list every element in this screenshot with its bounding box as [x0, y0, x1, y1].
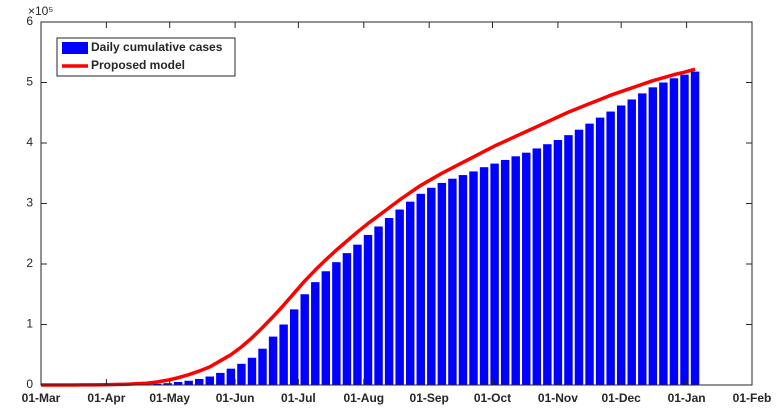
bar — [152, 383, 162, 385]
x-tick-label: 01-Dec — [602, 391, 642, 405]
legend-label: Daily cumulative cases — [91, 40, 223, 54]
bar — [300, 294, 309, 385]
y-tick-label: 2 — [26, 256, 33, 270]
bar — [638, 93, 647, 385]
bar — [342, 253, 352, 385]
bar — [226, 368, 236, 385]
y-tick-label: 1 — [26, 317, 33, 331]
bar — [184, 380, 193, 385]
bar — [553, 139, 563, 385]
bar — [448, 178, 457, 385]
bar — [332, 262, 341, 385]
bar — [659, 82, 668, 385]
bar — [416, 193, 425, 385]
bar — [384, 218, 394, 385]
y-tick-label: 6 — [26, 14, 33, 28]
bar — [321, 271, 331, 385]
y-tick-label: 0 — [26, 377, 33, 391]
bar — [216, 372, 225, 385]
bar — [469, 171, 478, 385]
bar — [205, 376, 215, 385]
bar — [648, 87, 658, 385]
bar — [237, 363, 246, 385]
bar — [595, 117, 605, 385]
legend-label: Proposed model — [91, 58, 185, 72]
x-tick-label: 01-Jan — [668, 391, 706, 405]
x-tick-label: 01-Aug — [343, 391, 384, 405]
bar — [458, 175, 468, 385]
bar — [616, 105, 626, 386]
bar — [311, 282, 320, 385]
y-tick-label: 5 — [26, 75, 33, 89]
bar — [627, 99, 636, 385]
bar — [437, 182, 447, 385]
bar — [543, 144, 552, 385]
bar — [511, 156, 520, 385]
bar — [279, 324, 288, 385]
x-tick-label: 01-Oct — [474, 391, 511, 405]
bar — [405, 201, 415, 385]
x-tick-label: 01-Feb — [733, 391, 772, 405]
bar — [374, 226, 383, 385]
bar — [247, 357, 257, 385]
model-line — [41, 67, 696, 387]
bar — [574, 129, 584, 385]
bar — [606, 111, 615, 385]
bar — [173, 381, 183, 385]
legend-swatch — [62, 42, 88, 54]
bar — [353, 244, 362, 385]
bar — [268, 336, 278, 385]
bar — [690, 71, 700, 386]
bar — [564, 135, 573, 385]
bar — [163, 383, 172, 385]
bar — [427, 187, 436, 385]
bar — [289, 309, 299, 385]
x-tick-label: 01-Jun — [216, 391, 255, 405]
x-tick-label: 01-Jul — [281, 391, 316, 405]
bar — [680, 74, 689, 385]
bar — [258, 348, 267, 385]
bar — [195, 378, 204, 385]
bar — [522, 152, 531, 385]
x-tick-label: 01-Nov — [538, 391, 578, 405]
y-exponent: ×10⁵ — [28, 4, 53, 18]
bar — [363, 234, 373, 385]
bar — [585, 123, 594, 385]
bar — [479, 167, 489, 385]
bar — [395, 209, 404, 385]
bar — [669, 78, 679, 385]
x-tick-label: 01-Mar — [22, 391, 61, 405]
x-tick-label: 01-Apr — [87, 391, 125, 405]
y-tick-label: 4 — [26, 135, 33, 149]
bar — [532, 148, 542, 385]
x-tick-label: 01-Sep — [410, 391, 449, 405]
x-tick-label: 01-May — [149, 391, 190, 405]
bar — [500, 159, 510, 385]
y-tick-label: 3 — [26, 196, 33, 210]
bar — [490, 163, 499, 385]
